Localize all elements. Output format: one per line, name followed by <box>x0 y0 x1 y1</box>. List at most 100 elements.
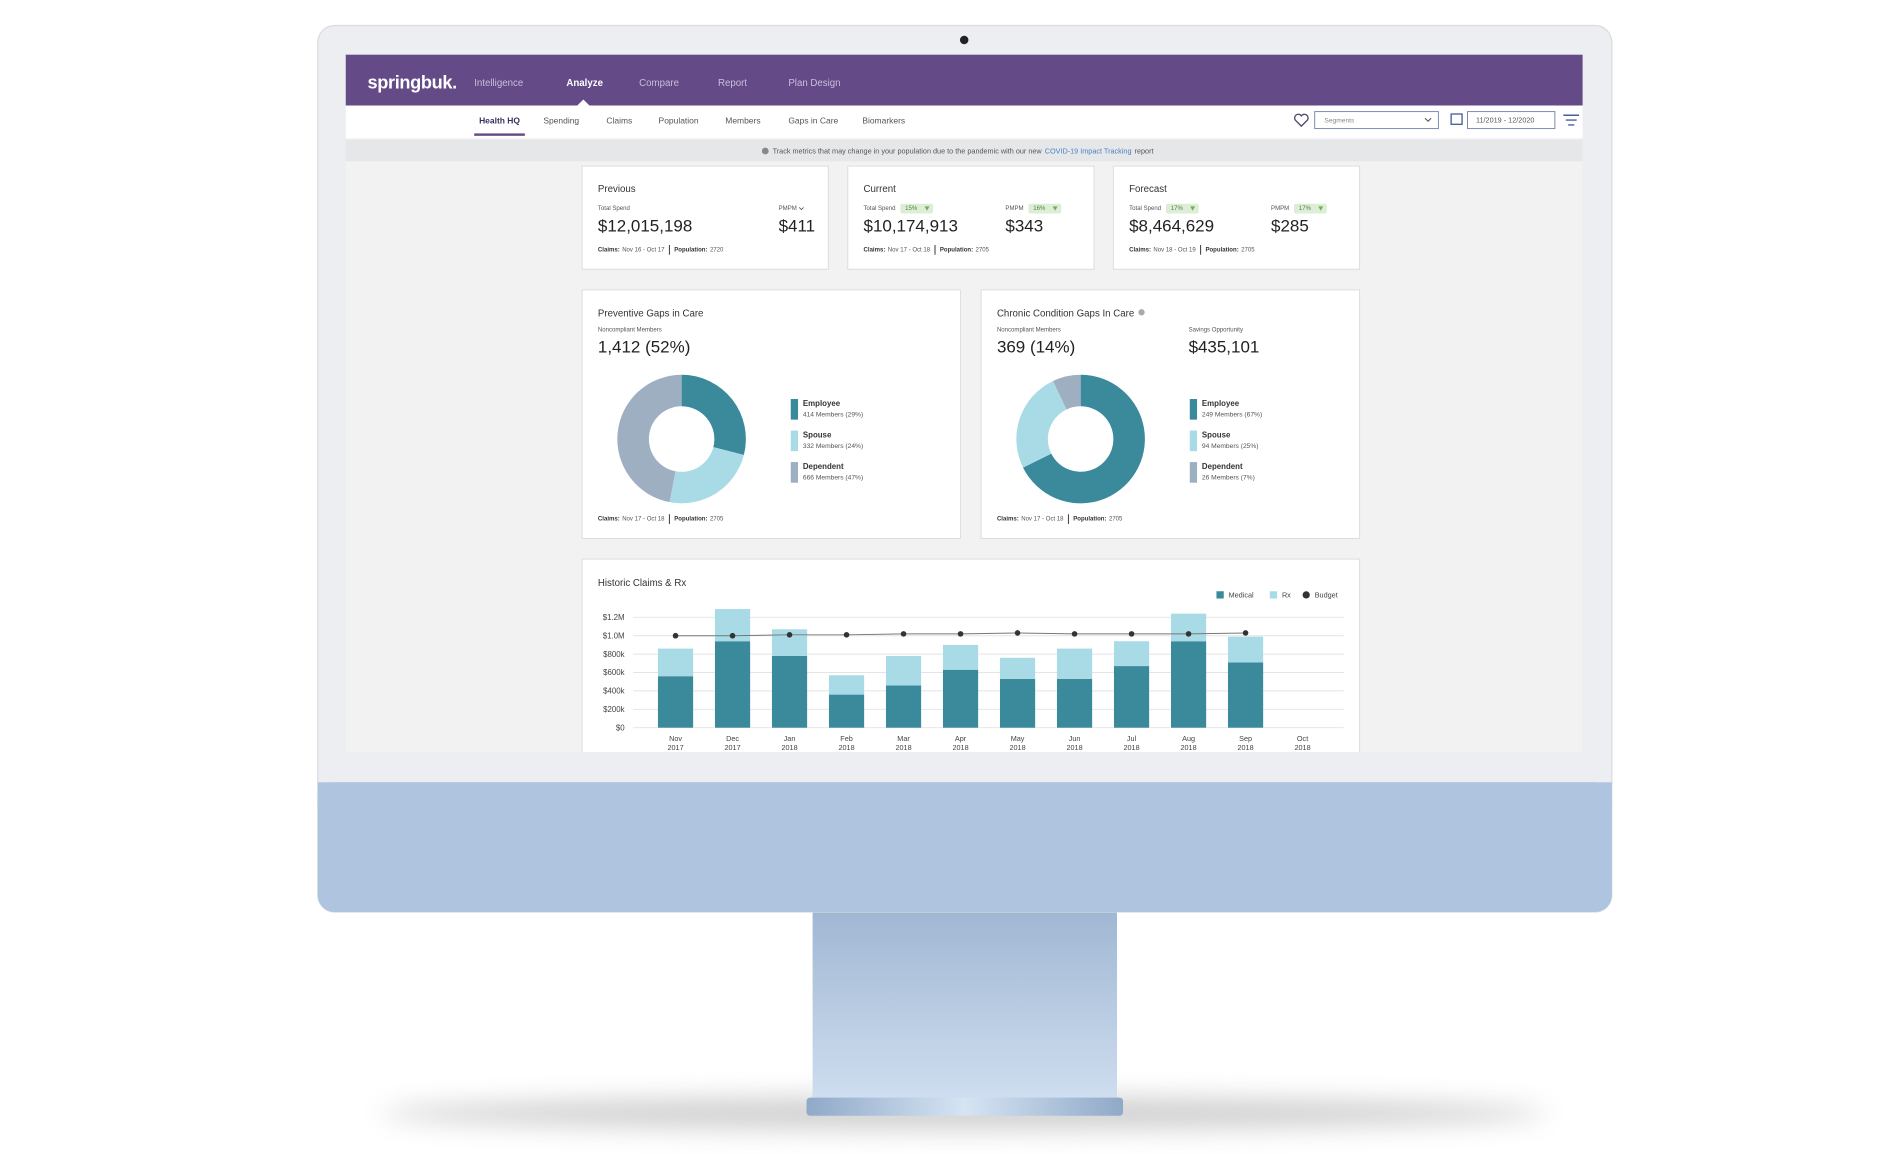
banner-link[interactable]: COVID-19 Impact Tracking <box>1045 147 1132 156</box>
legend-swatch <box>1269 591 1278 599</box>
monitor-chin-top <box>317 782 1612 807</box>
metric-label: Savings Opportunity <box>1189 327 1244 333</box>
footer-label: Claims: <box>1129 247 1151 253</box>
nav-item[interactable]: Intelligence <box>474 78 523 89</box>
bar-segment <box>1113 666 1150 728</box>
budget-point <box>786 632 793 638</box>
footer-label: Population: <box>1073 517 1106 523</box>
legend-name: Spouse <box>803 430 832 439</box>
bar-segment <box>1056 678 1093 728</box>
donut-segment <box>669 447 744 504</box>
footer-label: Claims: <box>864 247 886 253</box>
footer-label: Claims: <box>598 517 620 523</box>
donut-segment <box>681 374 746 456</box>
metric-value: $343 <box>1005 216 1043 235</box>
subnav-item[interactable]: Members <box>725 116 760 126</box>
nav-item[interactable]: Plan Design <box>788 78 840 89</box>
footer-label: Population: <box>674 517 707 523</box>
subnav-item[interactable]: Population <box>659 116 699 126</box>
subnav-item[interactable]: Spending <box>543 116 579 126</box>
donut-segment <box>1016 381 1067 468</box>
donut-segment <box>1023 374 1145 504</box>
legend-swatch <box>1189 399 1198 420</box>
dropdown-chevron <box>1424 117 1432 123</box>
segments-dropdown[interactable] <box>1314 111 1439 130</box>
pmpm-dropdown[interactable] <box>798 207 804 211</box>
legend-detail: 414 Members (29%) <box>803 412 863 419</box>
monitor-chin <box>317 782 1612 913</box>
summary-card <box>581 165 829 270</box>
change-value: 16% <box>1033 206 1046 212</box>
subnav-item[interactable]: Claims <box>606 116 632 126</box>
metric-label: PMPM <box>779 206 797 212</box>
metric-value: 369 (14%) <box>997 338 1075 357</box>
footer-value: 2705 <box>1241 247 1255 253</box>
budget-point <box>672 632 679 639</box>
x-tick-label: Dec <box>726 734 739 743</box>
change-value: 17% <box>1171 206 1184 212</box>
banner-text: report <box>1135 147 1154 156</box>
change-arrow <box>1318 206 1324 211</box>
footer-value: Nov 16 - Oct 17 <box>622 247 665 253</box>
subnav-item[interactable]: Gaps in Care <box>788 116 838 126</box>
x-tick-label: 2018 <box>1294 743 1310 752</box>
metric-label: PMPM <box>1005 206 1023 212</box>
bar-segment <box>1056 648 1093 679</box>
banner <box>345 139 1583 162</box>
date-box[interactable] <box>1467 111 1556 130</box>
x-tick-label: 2018 <box>1180 743 1196 752</box>
x-tick-label: 2018 <box>895 743 911 752</box>
x-tick-label: Feb <box>840 734 853 743</box>
metric-value: $12,015,198 <box>598 216 692 235</box>
budget-point <box>900 631 907 637</box>
bar-segment <box>828 675 865 695</box>
footer-value: Nov 17 - Oct 18 <box>1021 517 1064 523</box>
metric-label: Total Spend <box>864 206 896 212</box>
calendar-icon[interactable] <box>1450 113 1463 125</box>
card-title: Chronic Condition Gaps In Care <box>997 309 1134 320</box>
budget-point <box>1242 630 1249 636</box>
legend-name: Dependent <box>1202 462 1243 471</box>
banner-text: Track metrics that may change in your po… <box>773 147 1043 156</box>
metric-label: Total Spend <box>598 206 630 212</box>
bar-segment <box>714 641 751 728</box>
favorite-icon[interactable] <box>1294 113 1309 128</box>
nav-item[interactable]: Compare <box>639 78 679 89</box>
legend-label: Rx <box>1282 590 1291 599</box>
x-tick-label: 2018 <box>838 743 854 752</box>
nav-item[interactable]: Report <box>718 78 747 89</box>
bar-segment <box>1170 613 1207 642</box>
subnav-item[interactable]: Health HQ <box>479 116 520 126</box>
x-tick-label: Jun <box>1069 734 1081 743</box>
y-tick-label: $800k <box>603 650 625 659</box>
summary-card <box>847 165 1095 270</box>
bar-segment <box>1113 641 1150 667</box>
card-title: Forecast <box>1129 184 1167 195</box>
legend-swatch <box>790 462 799 483</box>
footer-label: Population: <box>1205 247 1238 253</box>
bar-segment <box>942 669 979 728</box>
metric-label: Noncompliant Members <box>997 327 1061 333</box>
card-title: Preventive Gaps in Care <box>598 309 704 320</box>
footer-label: Claims: <box>997 517 1019 523</box>
subnav-underline <box>474 133 525 136</box>
legend-name: Employee <box>1202 399 1240 408</box>
subnav-item[interactable]: Biomarkers <box>862 116 905 126</box>
change-badge <box>1028 203 1062 214</box>
metric-value: $435,101 <box>1189 338 1260 357</box>
x-tick-label: Jan <box>784 734 796 743</box>
nav-item[interactable]: Analyze <box>566 78 603 89</box>
legend-name: Spouse <box>1202 430 1231 439</box>
metric-value: $411 <box>779 216 816 235</box>
footer-value: Nov 18 - Oct 19 <box>1153 247 1196 253</box>
y-tick-label: $1.2M <box>603 613 625 622</box>
segments-label: Segments <box>1324 117 1355 124</box>
legend-swatch <box>1189 462 1198 483</box>
bar-segment <box>657 676 694 728</box>
change-badge <box>900 203 934 214</box>
bar-segment <box>828 694 865 728</box>
stand-base <box>806 1097 1124 1116</box>
metric-label: Noncompliant Members <box>598 327 662 333</box>
